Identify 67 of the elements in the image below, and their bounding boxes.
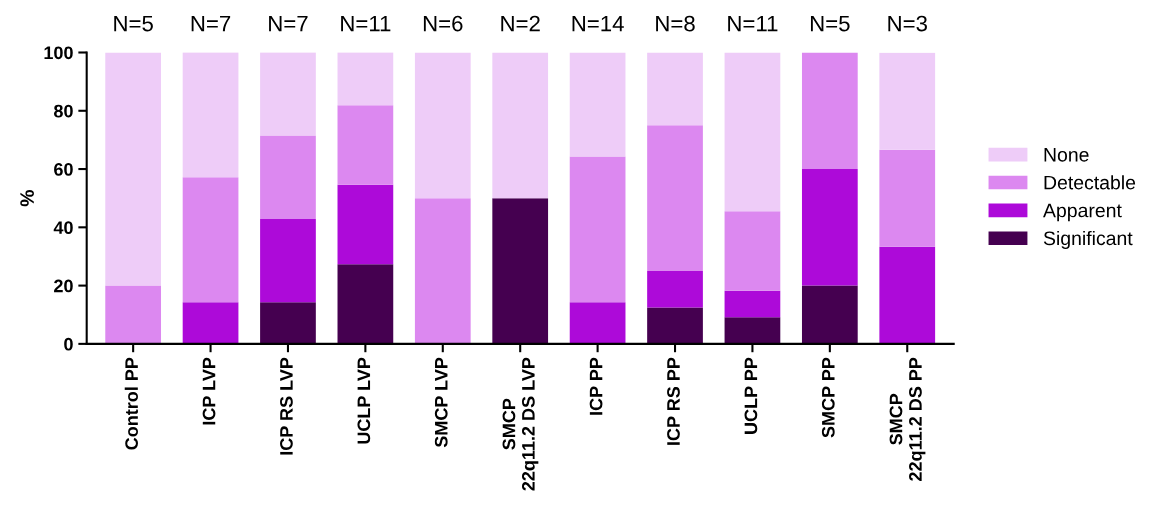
x-tick-label: SMCP 22q11.2 DS LVP <box>502 357 539 491</box>
x-tick-label: ICP RS LVP <box>280 357 293 455</box>
annotation: N=14 <box>572 15 624 32</box>
x-tick-label: SMCP PP <box>821 357 835 438</box>
bar <box>647 307 703 344</box>
x-tick-label: Control PP <box>124 357 138 450</box>
annotation: N=3 <box>888 15 927 32</box>
y-tick-label: 60 <box>54 162 73 176</box>
bar <box>647 271 703 308</box>
annotation: N=7 <box>191 15 231 32</box>
bar <box>337 52 394 106</box>
bar <box>105 285 162 344</box>
y-axis-title: % <box>20 190 34 207</box>
legend-label: Apparent <box>1043 203 1122 222</box>
x-tick-label: SMCP LVP <box>434 357 448 448</box>
bar <box>105 52 162 286</box>
bar <box>569 156 626 303</box>
x-tick-label: ICP RS PP <box>667 357 680 445</box>
annotation: N=6 <box>423 15 463 32</box>
bar <box>801 285 858 344</box>
bar <box>182 52 239 178</box>
bar <box>879 149 936 247</box>
legend-label: None <box>1044 148 1089 162</box>
annotation: N=2 <box>501 15 540 32</box>
bar <box>647 125 703 272</box>
y-tick-label: 100 <box>44 46 73 60</box>
bar <box>337 264 394 344</box>
bar <box>182 177 239 303</box>
bar <box>724 211 781 291</box>
y-tick-label: 40 <box>53 221 73 235</box>
bar <box>569 302 626 344</box>
annotation: N=7 <box>269 15 308 32</box>
bar <box>801 169 858 286</box>
bar <box>724 52 781 212</box>
bar <box>492 198 549 344</box>
bar <box>260 52 316 136</box>
x-tick-label: UCLP LVP <box>357 357 371 444</box>
bar <box>879 246 936 344</box>
bar <box>260 135 316 219</box>
bar <box>801 52 858 170</box>
annotation: N=5 <box>114 15 153 32</box>
y-tick-label: 20 <box>54 279 73 293</box>
bar <box>337 105 394 185</box>
legend-label: Significant <box>1043 230 1133 250</box>
bar <box>492 52 549 199</box>
annotation: N=5 <box>810 15 850 32</box>
x-tick-label: SMCP 22q11.2 DS PP <box>889 357 926 481</box>
bar <box>724 317 781 344</box>
bar <box>414 52 471 199</box>
bar <box>647 52 703 126</box>
y-tick-label: 0 <box>64 337 73 351</box>
bar <box>260 302 316 344</box>
bar <box>724 290 781 318</box>
x-tick-label: ICP LVP <box>202 357 216 425</box>
x-tick-label: ICP PP <box>589 357 603 415</box>
bar <box>879 52 936 150</box>
y-tick-label: 80 <box>54 104 73 118</box>
bar <box>337 184 394 265</box>
bar <box>414 198 471 344</box>
annotation: N=8 <box>656 15 695 32</box>
bar <box>569 52 626 157</box>
legend-label: Detectable <box>1044 175 1136 190</box>
bar <box>182 302 239 344</box>
x-tick-label: UCLP PP <box>744 357 758 434</box>
bar <box>260 218 316 303</box>
annotation: N=11 <box>341 15 391 32</box>
annotation: N=11 <box>728 15 778 32</box>
